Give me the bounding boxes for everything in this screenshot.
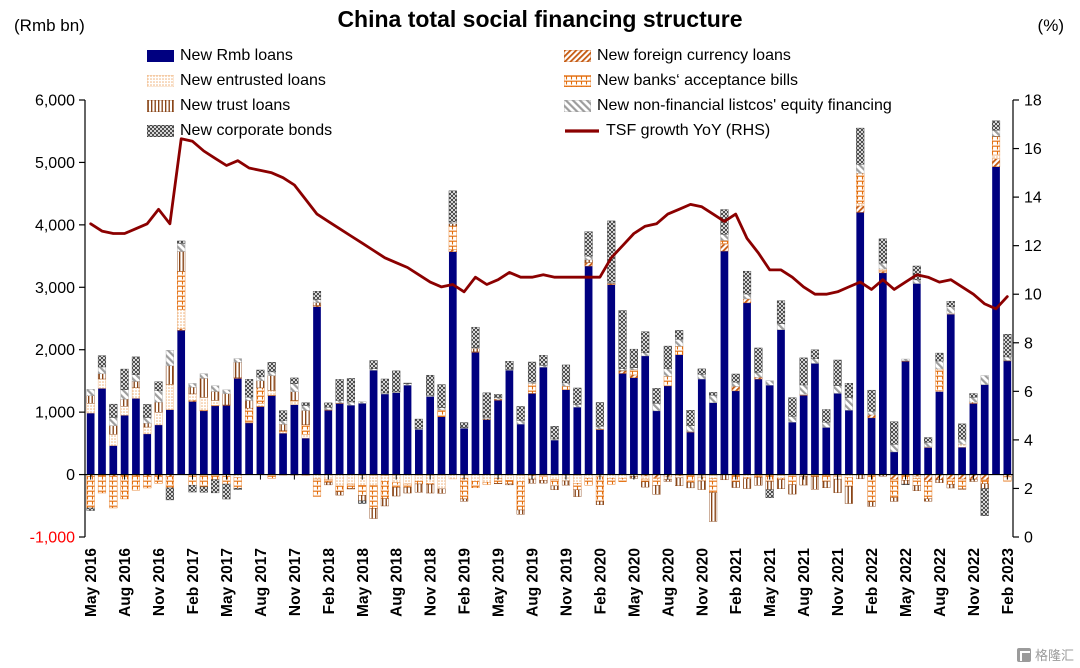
svg-text:Aug 2022: Aug 2022 — [932, 548, 949, 617]
axes-layer: 6,000 5,000 4,000 3,000 2,000 1,000 0 -1,000 18 1… — [30, 93, 1042, 617]
foreign-currency-swatch-icon — [564, 49, 591, 62]
chart-legend: New Rmb loans New foreign currency loans… — [147, 44, 892, 142]
svg-text:Nov 2017: Nov 2017 — [287, 548, 304, 616]
svg-text:6,000: 6,000 — [35, 93, 75, 110]
legend-label: New entrusted loans — [180, 71, 326, 89]
plot-area: 6,000 5,000 4,000 3,000 2,000 1,000 0 -1,000 18 1… — [30, 93, 1042, 617]
svg-text:14: 14 — [1024, 190, 1042, 207]
legend-label: TSF growth YoY (RHS) — [606, 121, 771, 139]
svg-text:Nov 2018: Nov 2018 — [423, 548, 440, 616]
svg-text:Feb 2020: Feb 2020 — [592, 548, 609, 614]
legend-label: New trust loans — [180, 96, 291, 114]
svg-text:May 2021: May 2021 — [762, 548, 779, 617]
svg-text:8: 8 — [1024, 335, 1033, 352]
watermark-text: 格隆汇 — [1034, 648, 1074, 663]
svg-text:5,000: 5,000 — [35, 155, 75, 172]
svg-text:Nov 2021: Nov 2021 — [830, 548, 847, 616]
gelonghui-logo-icon — [1016, 647, 1031, 662]
legend-item-rmb-loans: New Rmb loans — [147, 44, 564, 67]
legend-item-acceptance-bills: New banks‘ acceptance bills — [564, 69, 892, 92]
svg-text:16: 16 — [1024, 141, 1042, 158]
svg-text:May 2016: May 2016 — [83, 548, 100, 617]
corporate-bonds-swatch-icon — [147, 124, 174, 137]
legend-label: New corporate bonds — [180, 121, 333, 139]
svg-text:10: 10 — [1024, 287, 1042, 304]
svg-text:6: 6 — [1024, 384, 1033, 401]
svg-text:-1,000: -1,000 — [30, 530, 75, 547]
svg-text:May 2017: May 2017 — [219, 548, 236, 617]
legend-item-equity-financing: New non-financial listcos' equity financ… — [564, 94, 892, 117]
rmb-loans-swatch-icon — [147, 49, 174, 62]
svg-text:May 2019: May 2019 — [491, 548, 508, 617]
svg-text:4,000: 4,000 — [35, 217, 75, 234]
tsf-growth-line — [89, 137, 1009, 311]
svg-text:2,000: 2,000 — [35, 342, 75, 359]
svg-text:Aug 2017: Aug 2017 — [253, 548, 270, 617]
equity-swatch-icon — [564, 99, 591, 112]
svg-text:May 2020: May 2020 — [626, 548, 643, 617]
svg-text:0: 0 — [66, 467, 75, 484]
svg-text:Nov 2022: Nov 2022 — [966, 548, 983, 616]
svg-text:Feb 2017: Feb 2017 — [185, 548, 202, 614]
svg-text:Aug 2018: Aug 2018 — [389, 548, 406, 617]
legend-label: New foreign currency loans — [597, 46, 791, 64]
acceptance-bills-swatch-icon — [564, 74, 591, 87]
svg-text:Feb 2023: Feb 2023 — [1000, 548, 1017, 615]
svg-text:Nov 2016: Nov 2016 — [151, 548, 168, 616]
legend-item-tsf-growth-line: TSF growth YoY (RHS) — [564, 119, 892, 142]
left-axis-unit: (Rmb bn) — [14, 16, 85, 35]
svg-text:1,000: 1,000 — [35, 405, 75, 422]
svg-text:Aug 2019: Aug 2019 — [525, 548, 542, 617]
svg-text:Aug 2021: Aug 2021 — [796, 548, 813, 617]
svg-text:12: 12 — [1024, 238, 1042, 255]
svg-text:Feb 2018: Feb 2018 — [321, 548, 338, 615]
svg-text:Nov 2020: Nov 2020 — [694, 548, 711, 616]
svg-text:2: 2 — [1024, 481, 1033, 498]
svg-text:May 2022: May 2022 — [898, 548, 915, 617]
svg-text:Aug 2020: Aug 2020 — [660, 548, 677, 617]
svg-text:0: 0 — [1024, 530, 1033, 547]
legend-item-trust-loans: New trust loans — [147, 94, 564, 117]
svg-text:3,000: 3,000 — [35, 280, 75, 297]
svg-text:Feb 2022: Feb 2022 — [864, 548, 881, 614]
svg-text:May 2018: May 2018 — [355, 548, 372, 617]
svg-text:Aug 2016: Aug 2016 — [117, 548, 134, 617]
bars-layer — [86, 120, 1012, 522]
svg-text:Nov 2019: Nov 2019 — [558, 548, 575, 616]
entrusted-swatch-icon — [147, 74, 174, 87]
svg-text:18: 18 — [1024, 93, 1042, 110]
legend-label: New banks‘ acceptance bills — [597, 71, 798, 89]
legend-item-corporate-bonds: New corporate bonds — [147, 119, 564, 142]
trust-swatch-icon — [147, 99, 174, 112]
legend-item-foreign-currency-loans: New foreign currency loans — [564, 44, 892, 67]
tsf-line-swatch-icon — [565, 128, 599, 133]
legend-label: New Rmb loans — [180, 46, 293, 64]
legend-label: New non-financial listcos' equity financ… — [597, 96, 892, 114]
watermark: 格隆汇 — [1016, 645, 1074, 664]
svg-text:Feb 2021: Feb 2021 — [728, 548, 745, 615]
page-title: China total social financing structure — [337, 6, 743, 32]
x-axis-labels: May 2016 Aug 2016 Nov 2016 Feb 2017 May 2017… — [83, 474, 1017, 617]
right-axis-unit: (%) — [1037, 16, 1064, 35]
svg-text:Feb 2019: Feb 2019 — [457, 548, 474, 615]
svg-text:4: 4 — [1024, 432, 1033, 449]
legend-item-entrusted-loans: New entrusted loans — [147, 69, 564, 92]
